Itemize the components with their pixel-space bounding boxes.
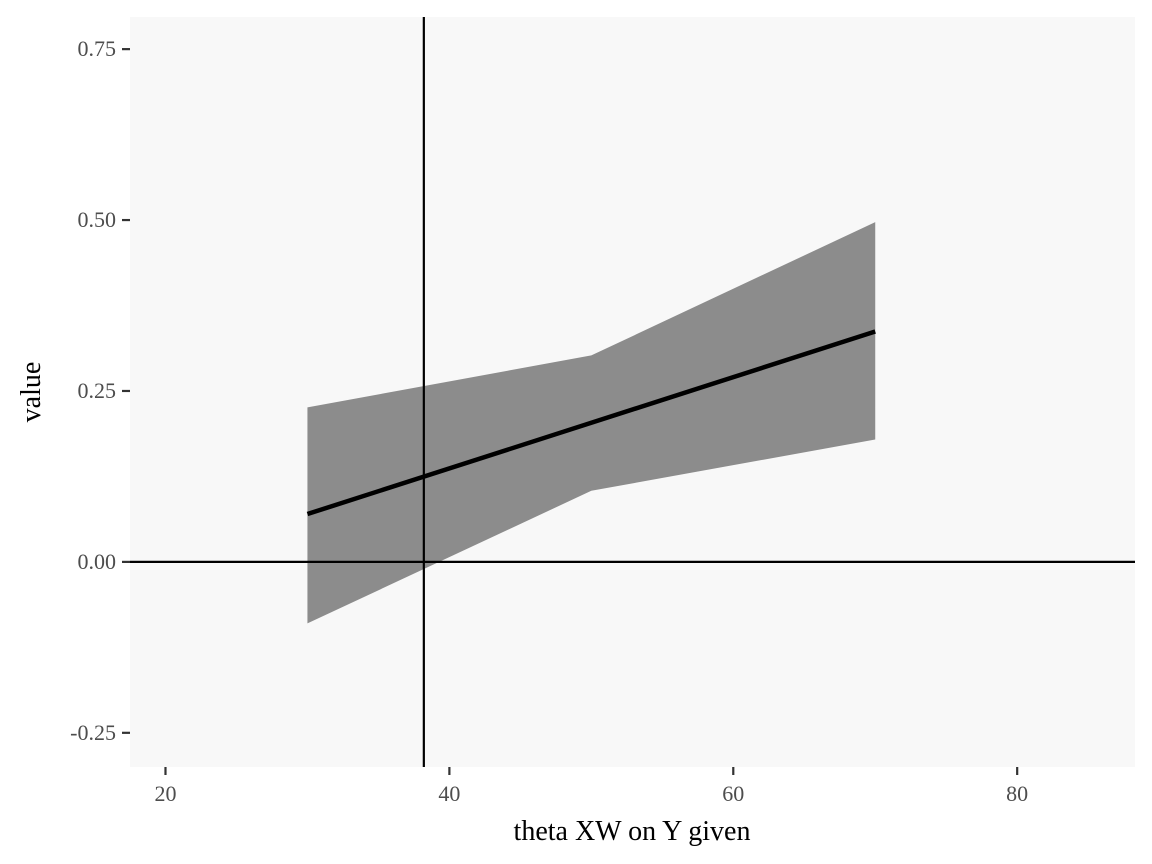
y-tick-label: -0.25 — [70, 720, 116, 745]
y-tick-label: 0.50 — [78, 207, 117, 232]
y-axis: -0.25 0.00 0.25 0.50 0.75 — [70, 36, 130, 745]
y-tick-label: 0.75 — [78, 36, 117, 61]
x-tick-label: 20 — [154, 781, 176, 806]
x-axis: 20 40 60 80 — [154, 767, 1028, 806]
x-axis-title: theta XW on Y given — [514, 816, 751, 847]
y-tick-label: 0.25 — [78, 378, 117, 403]
series-line — [306, 329, 876, 517]
x-tick-label: 60 — [722, 781, 744, 806]
x-tick-label: 40 — [438, 781, 460, 806]
y-axis-title: value — [16, 362, 47, 423]
y-tick-label: 0.00 — [78, 549, 117, 574]
x-tick-label: 80 — [1006, 781, 1028, 806]
